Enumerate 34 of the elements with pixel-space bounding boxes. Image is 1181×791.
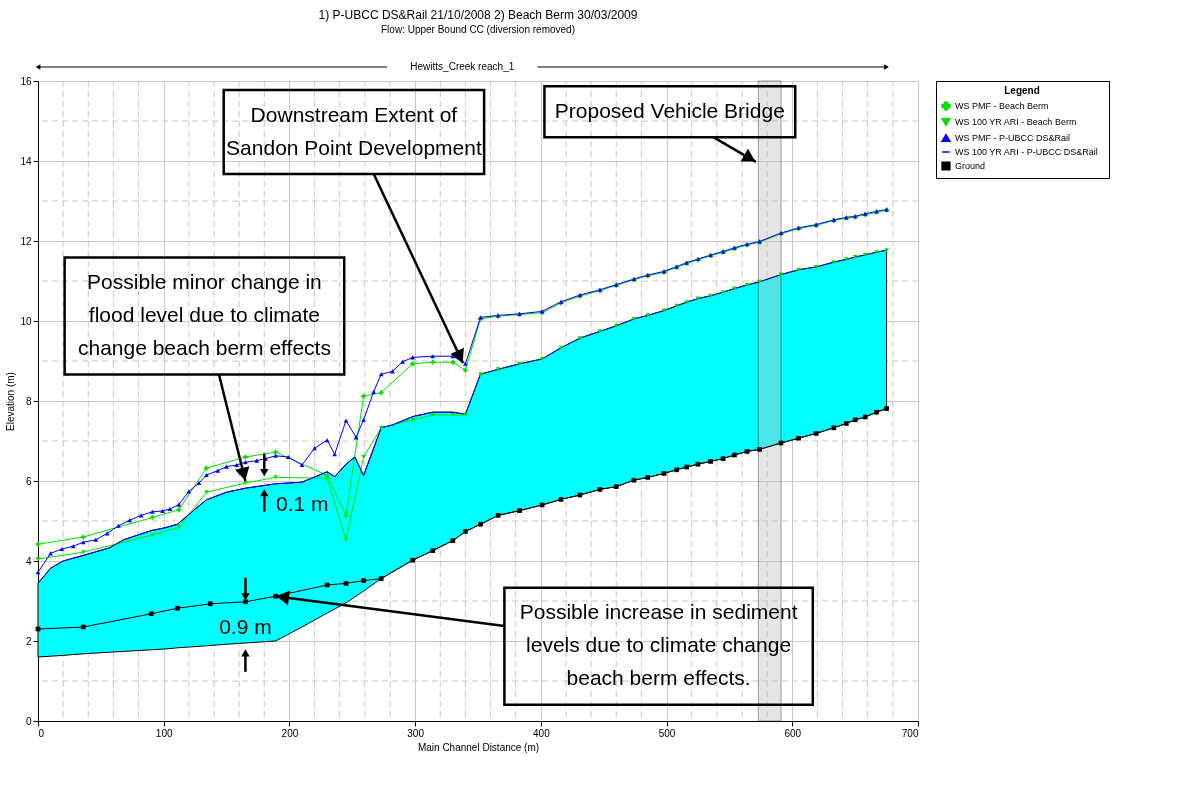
x-tick-label: 300 — [407, 727, 425, 739]
annotation: Downstream Extent of Sandon Point Development — [226, 102, 482, 159]
x-tick-label: 100 — [155, 727, 173, 739]
y-tick-label: 12 — [20, 235, 32, 247]
legend-title: Legend — [1004, 85, 1040, 96]
y-tick-label: 0 — [25, 715, 32, 727]
x-tick-label: 600 — [784, 727, 802, 739]
annotation: Proposed Vehicle Bridge — [554, 98, 785, 122]
annotation: Possible minor change in flood level due to climate change beach berm effects — [77, 270, 331, 359]
x-axis-title: Main Channel Distance (m) — [417, 741, 540, 753]
x-tick-label: 700 — [901, 727, 919, 739]
x-tick-label: 400 — [533, 727, 551, 739]
y-tick-label: 6 — [25, 475, 32, 487]
x-tick-label: 0 — [38, 727, 45, 739]
chart-subtitle: Flow: Upper Bound CC (diversion removed) — [381, 24, 575, 35]
x-tick-label: 200 — [281, 727, 299, 739]
y-tick-label: 8 — [25, 395, 32, 407]
text: Hewitts_Creek reach_1 — [410, 61, 515, 72]
legend-label: WS 100 YR ARI - P-UBCC DS&Rail — [955, 147, 1098, 157]
legend-label: Ground — [955, 161, 986, 171]
chart-title: 1) P-UBCC DS&Rail 21/10/2008 2) Beach Berm 30/03/2009 — [318, 8, 638, 22]
legend-label: WS 100 YR ARI - Beach Berm — [955, 117, 1077, 127]
y-tick-label: 2 — [25, 635, 32, 647]
y-tick-label: 4 — [25, 555, 32, 567]
annotation: Possible increase in sediment levels due to climate change beach berm effects. — [519, 600, 798, 690]
annotation: 0.1 m — [276, 491, 329, 515]
y-axis-title: Elevation (m) — [5, 372, 17, 431]
legend-label: WS PMF - P-UBCC DS&Rail — [955, 133, 1071, 143]
y-tick-label: 16 — [20, 75, 32, 87]
x-tick-label: 500 — [658, 727, 676, 739]
y-tick-label: 10 — [20, 315, 32, 327]
y-tick-label: 14 — [20, 155, 32, 167]
annotation: 0.9 m — [219, 614, 272, 638]
legend-label: WS PMF - Beach Berm — [955, 101, 1049, 111]
